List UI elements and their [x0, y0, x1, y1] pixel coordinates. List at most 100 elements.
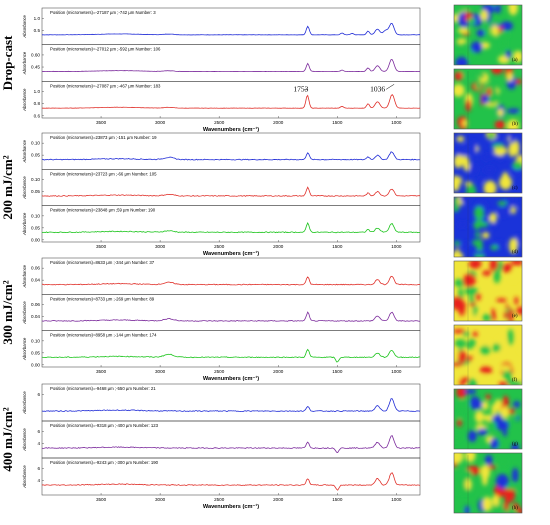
map-blob	[516, 508, 522, 513]
map-blob	[456, 419, 462, 427]
x-tick-label: 1500	[332, 369, 343, 374]
map-blobs	[454, 197, 522, 257]
map-blob	[502, 370, 513, 380]
y-axis-label: Absorbance	[22, 212, 27, 236]
map-blob	[469, 294, 475, 304]
map-blob	[481, 94, 489, 104]
map-blob	[492, 414, 503, 423]
map-panel-label: (h)	[512, 506, 518, 511]
spectrum-panel: Absorbance 6 Position (micrometers)=-9468 …	[22, 383, 421, 422]
map-blob	[454, 453, 464, 464]
map-blob	[508, 142, 516, 158]
map-blob	[454, 197, 459, 208]
y-tick-label: 1.0	[34, 16, 41, 21]
map-blob	[497, 153, 505, 162]
y-tick-label: 0.10	[31, 338, 40, 343]
spectrum-line	[41, 311, 421, 322]
map-blob	[502, 395, 509, 410]
map-blobs	[454, 5, 522, 65]
map-blob	[483, 166, 496, 174]
map-blob	[499, 175, 513, 190]
y-tick-label: 0.5	[34, 28, 41, 33]
map-blob	[482, 496, 492, 512]
x-axis-label: Wavenumbers (cm⁻¹)	[203, 375, 259, 382]
chemical-map: (e)	[453, 260, 523, 322]
map-frame	[453, 4, 523, 66]
group-label: Drop-cast	[0, 35, 15, 90]
map-image	[454, 69, 522, 129]
map-blob	[457, 38, 467, 44]
map-blob	[464, 389, 477, 394]
map-blob	[507, 329, 514, 345]
map-blob	[454, 71, 463, 81]
map-frame	[453, 196, 523, 258]
map-blob	[500, 38, 507, 50]
map-image	[454, 325, 522, 385]
map-blob	[480, 345, 491, 355]
chemical-map: (f)	[453, 324, 523, 386]
map-blob	[475, 82, 482, 90]
map-blob	[454, 296, 465, 311]
spectrum-panel: Absorbance 0.10 0.05 0.00 Position (micromet…	[22, 205, 421, 242]
map-panel-label: (c)	[512, 186, 518, 191]
spectrum-line	[41, 398, 421, 412]
panel-frame	[41, 81, 421, 119]
map-blob	[496, 298, 507, 303]
map-blob	[467, 355, 473, 362]
map-blob	[461, 241, 469, 247]
spectra-group-2: 300 mJ/cm² Absorbance 0.06 0.04 Position (mi…	[0, 257, 421, 382]
map-blob	[469, 313, 480, 321]
y-tick-label: 0.00	[31, 237, 40, 242]
x-tick-label: 2000	[273, 120, 284, 125]
map-frame	[453, 324, 523, 386]
y-axis-label: Absorbance	[22, 14, 27, 38]
map-blob	[511, 443, 520, 449]
x-tick-label: 3000	[155, 369, 166, 374]
map-blob	[508, 308, 514, 321]
x-tick-label: 3000	[155, 244, 166, 249]
spectrum-panel: Absorbance 0.06 0.04 Position (micrometers)…	[22, 257, 421, 295]
map-blob	[476, 29, 485, 37]
map-blob	[508, 380, 522, 385]
map-blob	[495, 420, 510, 431]
map-blob	[496, 261, 504, 272]
map-blobs	[454, 69, 522, 129]
spectrum-line	[41, 22, 421, 36]
spectrum-position-label: Position (micrometers)=-9318 µm ;-400 µm…	[50, 423, 159, 428]
y-tick-label: 6	[37, 429, 40, 434]
map-blob	[490, 24, 499, 37]
map-blob	[475, 293, 481, 301]
spectrum-position-label: Position (micrometers)=23723 µm ;-66 µm …	[50, 171, 157, 176]
group-label: 400 mJ/cm²	[0, 407, 15, 471]
map-panel-label: (f)	[512, 378, 517, 383]
map-blob	[500, 406, 511, 419]
map-blob	[515, 485, 522, 493]
chemical-map: (h)	[453, 452, 523, 514]
map-blob	[506, 119, 520, 129]
map-blob	[467, 378, 478, 385]
annotation-arrow	[385, 84, 395, 90]
map-blob	[505, 197, 517, 207]
peak-annotation: 1753	[293, 84, 308, 93]
spectrum-position-label: Position (micrometers)=8958 µm ;-144 µm …	[50, 333, 157, 338]
map-blob	[485, 454, 493, 466]
map-blobs	[454, 133, 522, 193]
map-panel-label: (b)	[512, 122, 518, 127]
map-blob	[491, 403, 497, 417]
map-blob	[484, 23, 490, 37]
spectrum-line	[41, 275, 421, 286]
map-blob	[513, 413, 518, 420]
map-blob	[505, 50, 511, 59]
map-panel-label: (d)	[512, 250, 518, 255]
map-blob	[464, 286, 478, 296]
spectrum-position-label: Position (micrometers)=-27012 µm ;-592 µ…	[50, 47, 161, 52]
map-blob	[455, 56, 468, 65]
map-blob	[507, 108, 520, 114]
spectrum-position-label: Position (micrometers)=-9468 µm ;-550 µm…	[50, 386, 156, 391]
group-label: 200 mJ/cm²	[0, 155, 15, 219]
map-blob	[457, 176, 462, 185]
map-blob	[487, 133, 495, 140]
map-blob	[495, 474, 509, 489]
x-tick-label: 2500	[214, 497, 225, 502]
